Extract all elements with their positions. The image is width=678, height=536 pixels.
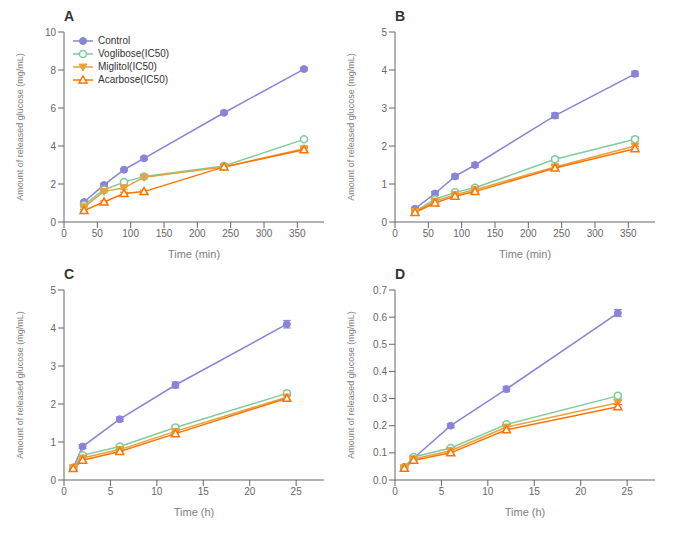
svg-text:Time (h): Time (h) (505, 506, 546, 518)
svg-text:5: 5 (381, 27, 387, 38)
svg-text:0.0: 0.0 (373, 475, 387, 486)
html-text:Miglitol(IC50): Miglitol(IC50) (98, 61, 157, 72)
svg-text:350: 350 (289, 228, 306, 239)
svg-text:1: 1 (50, 437, 56, 448)
svg-text:8: 8 (50, 65, 56, 76)
svg-text:3: 3 (50, 361, 56, 372)
html-text:D: D (395, 266, 406, 282)
svg-text:0.2: 0.2 (373, 420, 387, 431)
svg-text:Amount of released glucose (mg: Amount of released glucose (mg/mL) (15, 311, 25, 459)
svg-text:25: 25 (291, 486, 303, 497)
svg-text:0.4: 0.4 (373, 366, 387, 377)
svg-text:Time (min): Time (min) (168, 248, 220, 260)
svg-text:Amount of released glucose (mg: Amount of released glucose (mg/mL) (346, 53, 356, 201)
svg-text:Amount of released glucose (mg: Amount of released glucose (mg/mL) (15, 53, 25, 201)
svg-text:4: 4 (50, 141, 56, 152)
svg-text:10: 10 (45, 27, 57, 38)
svg-text:0: 0 (50, 475, 56, 486)
svg-text:0: 0 (392, 228, 398, 239)
svg-text:15: 15 (529, 486, 541, 497)
svg-text:350: 350 (620, 228, 637, 239)
svg-text:50: 50 (92, 228, 104, 239)
svg-text:0: 0 (50, 217, 56, 228)
svg-text:Time (h): Time (h) (174, 506, 215, 518)
svg-text:200: 200 (189, 228, 206, 239)
svg-text:0.5: 0.5 (373, 339, 387, 350)
html-text:B: B (395, 8, 406, 24)
svg-text:150: 150 (156, 228, 173, 239)
svg-text:5: 5 (108, 486, 114, 497)
svg-text:0: 0 (61, 228, 67, 239)
svg-text:0: 0 (392, 486, 398, 497)
svg-text:6: 6 (50, 103, 56, 114)
svg-text:0.1: 0.1 (373, 447, 387, 458)
svg-text:1: 1 (381, 179, 387, 190)
svg-text:2: 2 (50, 179, 56, 190)
svg-text:4: 4 (50, 323, 56, 334)
svg-text:150: 150 (487, 228, 504, 239)
html-text:Acarbose(IC50): Acarbose(IC50) (98, 74, 168, 85)
svg-text:Amount of released glucose (mg: Amount of released glucose (mg/mL) (346, 311, 356, 459)
svg-text:300: 300 (587, 228, 604, 239)
svg-text:0.6: 0.6 (373, 312, 387, 323)
svg-text:250: 250 (222, 228, 239, 239)
svg-text:4: 4 (381, 65, 387, 76)
svg-text:10: 10 (482, 486, 494, 497)
svg-text:2: 2 (381, 141, 387, 152)
svg-text:200: 200 (520, 228, 537, 239)
svg-text:3: 3 (381, 103, 387, 114)
svg-text:2: 2 (50, 399, 56, 410)
svg-text:5: 5 (439, 486, 445, 497)
html-text:A: A (64, 8, 75, 24)
svg-text:15: 15 (198, 486, 210, 497)
svg-text:100: 100 (453, 228, 470, 239)
html-text:Voglibose(IC50): Voglibose(IC50) (98, 48, 170, 59)
svg-text:0.7: 0.7 (373, 285, 387, 296)
svg-text:Time (min): Time (min) (499, 248, 551, 260)
html-text:Control: Control (98, 35, 131, 46)
svg-text:20: 20 (244, 486, 256, 497)
svg-text:25: 25 (622, 486, 634, 497)
svg-text:0.3: 0.3 (373, 393, 387, 404)
svg-text:50: 50 (423, 228, 435, 239)
svg-text:250: 250 (553, 228, 570, 239)
html-text:C: C (64, 266, 75, 282)
svg-text:300: 300 (256, 228, 273, 239)
svg-text:100: 100 (122, 228, 139, 239)
svg-text:5: 5 (50, 285, 56, 296)
svg-text:20: 20 (575, 486, 587, 497)
svg-text:0: 0 (61, 486, 67, 497)
svg-text:0: 0 (381, 217, 387, 228)
svg-text:10: 10 (151, 486, 163, 497)
